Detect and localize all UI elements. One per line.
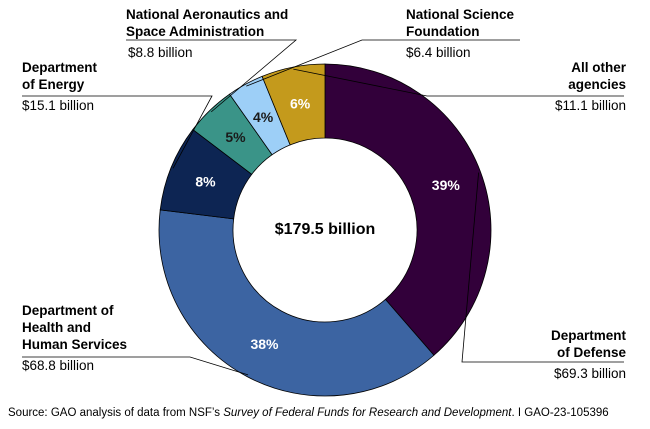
slice-hhs xyxy=(158,209,435,397)
source-prefix: Source: GAO analysis of data from NSF’s xyxy=(8,407,224,419)
slice-name: Department xyxy=(22,60,98,75)
slice-value: $15.1 billion xyxy=(22,98,95,113)
slice-name: Foundation xyxy=(406,24,480,39)
leader-line-other xyxy=(293,68,624,97)
leader-line-nasa xyxy=(126,39,298,113)
slice-value: $68.8 billion xyxy=(22,358,95,373)
percent-label-nsf: 4% xyxy=(253,109,274,125)
slice-value: $11.1 billion xyxy=(554,98,626,113)
slice-name: National Aeronautics and xyxy=(126,7,289,22)
leader-line-doe xyxy=(22,95,213,169)
source-suffix: . I GAO-23-105396 xyxy=(511,407,609,419)
slice-name: Department of xyxy=(22,303,114,318)
percent-label-hhs: 38% xyxy=(250,336,279,352)
center-total-label: $179.5 billion xyxy=(275,221,375,238)
percent-label-nasa: 5% xyxy=(225,129,246,145)
slice-name: All other xyxy=(571,60,626,75)
slice-value: $69.3 billion xyxy=(553,366,626,381)
leader-line-dod xyxy=(461,172,624,363)
slice-name: Health and xyxy=(22,320,92,335)
slice-name: Space Administration xyxy=(126,24,265,39)
legend-label-hhs: Department of Health and Human Services … xyxy=(22,302,127,374)
slice-value: $8.8 billion xyxy=(128,45,193,60)
source-survey-title: Survey of Federal Funds for Research and… xyxy=(223,407,512,419)
slice-name: Human Services xyxy=(22,337,128,352)
leader-line-hhs xyxy=(22,356,249,376)
percent-label-other: 6% xyxy=(290,95,311,111)
leader-line-nsf xyxy=(246,39,520,87)
legend-label-nasa: National Aeronautics and Space Administr… xyxy=(126,6,288,61)
legend-label-nsf: National Science Foundation $6.4 billion xyxy=(406,6,514,61)
legend-label-doe: Department of Energy $15.1 billion xyxy=(22,59,97,114)
slice-name: agencies xyxy=(568,77,626,92)
slice-name: Department xyxy=(550,328,626,343)
slice-name: of Defense xyxy=(556,345,626,360)
legend-label-other: All other agencies $11.1 billion xyxy=(555,59,626,114)
percent-label-dod: 39% xyxy=(432,177,461,193)
slice-dod xyxy=(324,63,492,356)
slice-name: National Science xyxy=(406,7,515,22)
slice-value: $6.4 billion xyxy=(406,45,471,60)
source-note: Source: GAO analysis of data from NSF’s … xyxy=(8,407,609,419)
slice-name: of Energy xyxy=(22,77,85,92)
slice-other xyxy=(261,63,326,146)
legend-label-dod: Department of Defense $69.3 billion xyxy=(551,327,626,382)
percent-label-doe: 8% xyxy=(195,173,216,189)
